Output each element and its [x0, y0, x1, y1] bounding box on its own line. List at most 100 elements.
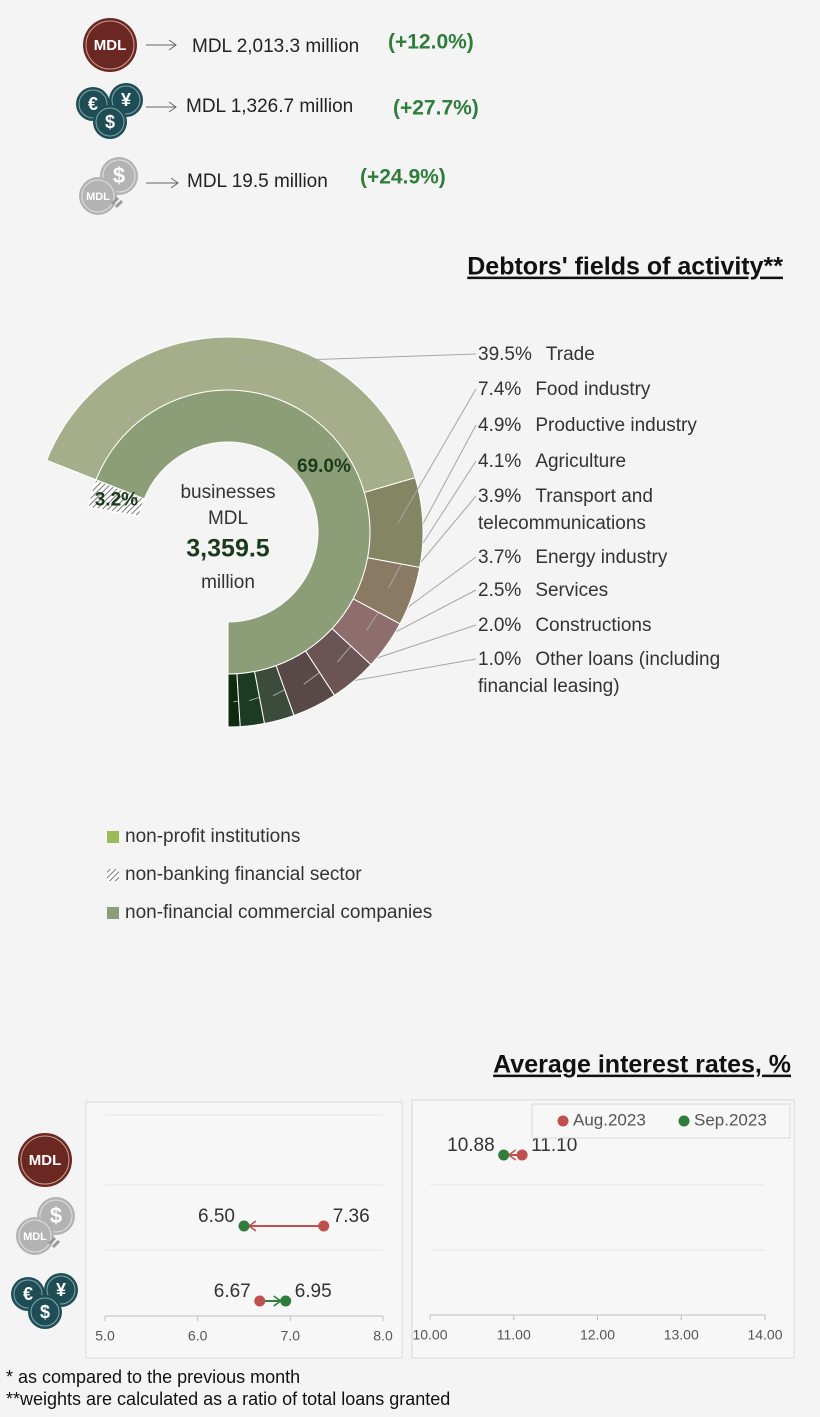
segment-percent: 2.5%: [478, 580, 522, 601]
coin-glyph: $: [40, 1302, 50, 1322]
segment-name: Productive industry: [535, 415, 697, 436]
section-title: Average interest rates, %: [493, 1051, 791, 1079]
coin-ring: [102, 159, 136, 193]
segment-name: Transport and telecommunications: [478, 486, 653, 534]
rate-dot: [238, 1220, 250, 1232]
legend-dot: [557, 1115, 569, 1127]
legend-label: non-banking financial sector: [125, 864, 362, 885]
legend-label: non-profit institutions: [125, 826, 300, 847]
segment-label: 2.5% Services: [478, 577, 768, 604]
coin-glyph: $: [50, 1203, 62, 1228]
segment-label: 3.7% Energy industry: [478, 544, 768, 571]
center-text: MDL: [208, 508, 248, 529]
outer-segment: [46, 336, 416, 494]
inner-segment: [87, 506, 140, 518]
segment-label: 4.9% Productive industry: [478, 412, 768, 439]
rate-label: 7.36: [333, 1206, 370, 1227]
coin-ring: [111, 85, 141, 115]
arrow-head: [170, 177, 179, 189]
rate-label: 10.88: [447, 1135, 495, 1156]
segment-name: Agriculture: [535, 451, 627, 472]
coin-body: [18, 1133, 72, 1187]
chart-title: Debtors' fields of activity**: [467, 253, 783, 281]
inner-value-label: 69.0%: [297, 456, 351, 477]
legend-label: Aug.2023: [573, 1110, 646, 1129]
rate-label: 11.10: [531, 1135, 577, 1156]
rate-dot: [318, 1220, 330, 1232]
segment-label: 39.5% Trade: [478, 341, 768, 368]
coin-ring: [78, 89, 108, 119]
segment-label: 4.1% Agriculture: [478, 448, 768, 475]
rate-label: 6.67: [214, 1281, 251, 1302]
footnote: * as compared to the previous month: [6, 1367, 300, 1387]
segment-name: Constructions: [535, 615, 652, 636]
legend-dot: [678, 1115, 690, 1127]
coin-glyph: ¥: [56, 1280, 66, 1300]
coin-body: [28, 1295, 62, 1329]
coin-glyph: ¥: [121, 90, 131, 110]
coin-ring: [46, 1275, 76, 1305]
footnote: **weights are calculated as a ratio of t…: [6, 1389, 450, 1409]
center-text: businesses: [180, 482, 275, 503]
chain-link: [110, 196, 124, 209]
rate-label: 6.50: [198, 1206, 235, 1227]
x-tick-label: 8.0: [373, 1328, 393, 1344]
coin-ring: [81, 179, 115, 213]
rate-dot: [498, 1149, 510, 1161]
coin-icon: MDL: [16, 1217, 54, 1255]
summary-change: (+27.7%): [393, 97, 479, 120]
summary-amount: MDL 2,013.3 million: [192, 36, 359, 57]
segment-label: 7.4% Food industry: [478, 376, 768, 403]
leader-line: [397, 388, 477, 524]
inner-value-label: 3.2%: [95, 489, 138, 510]
coin-body: [93, 105, 127, 139]
coin-glyph: €: [88, 94, 98, 114]
rate-dot: [280, 1295, 292, 1307]
coin-glyph: MDL: [23, 1231, 47, 1243]
segment-percent: 2.0%: [478, 615, 522, 636]
coin-body: [16, 1217, 54, 1255]
coin-glyph: MDL: [94, 37, 127, 54]
center-text: million: [201, 572, 255, 593]
summary-change: (+24.9%): [360, 166, 446, 189]
coin-icon: MDL: [79, 177, 117, 215]
segment-label: 2.0% Constructions: [478, 612, 768, 639]
segment-name: Other loans (including financial leasing…: [478, 649, 721, 697]
coin-icon: MDL: [18, 1133, 72, 1187]
coin-ring: [30, 1297, 60, 1327]
x-tick-label: 5.0: [95, 1328, 115, 1344]
coin-ring: [39, 1199, 73, 1233]
arrow-head: [168, 39, 177, 51]
coin-glyph: $: [113, 163, 125, 188]
segment-name: Energy industry: [535, 547, 668, 568]
legend-swatch: [107, 869, 119, 881]
outer-segment: [363, 476, 424, 568]
x-tick-label: 14.00: [747, 1327, 782, 1343]
x-tick-label: 10.00: [412, 1327, 447, 1343]
coin-icon: $: [93, 105, 127, 139]
segment-percent: 4.9%: [478, 415, 522, 436]
rate-dot: [254, 1295, 266, 1307]
legend-swatch: [107, 907, 119, 919]
segment-name: Services: [535, 580, 609, 601]
summary-amount: MDL 19.5 million: [187, 171, 328, 192]
coin-glyph: MDL: [86, 191, 110, 203]
chain-link: [47, 1236, 61, 1249]
coin-ring: [20, 1135, 70, 1185]
summary-change: (+12.0%): [388, 31, 474, 54]
segment-label: 3.9% Transport and telecommunications: [478, 483, 768, 537]
x-tick-label: 12.00: [580, 1327, 615, 1343]
segment-percent: 1.0%: [478, 649, 522, 670]
center-text: 3,359.5: [186, 535, 270, 563]
segment-percent: 3.7%: [478, 547, 522, 568]
leader-line: [235, 353, 477, 363]
x-tick-label: 6.0: [188, 1328, 208, 1344]
legend-swatch: [107, 831, 119, 843]
legend-box: [531, 1103, 791, 1139]
segment-name: Trade: [545, 344, 595, 365]
legend-label: Sep.2023: [694, 1110, 767, 1129]
segment-percent: 39.5%: [478, 344, 532, 365]
coin-icon: MDL: [83, 18, 137, 72]
coin-ring: [13, 1279, 43, 1309]
